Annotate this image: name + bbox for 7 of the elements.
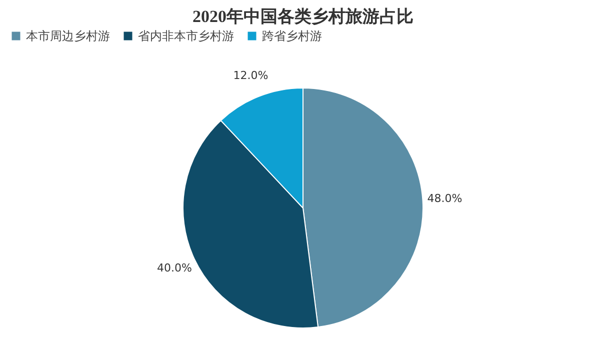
- data-label: 40.0%: [157, 261, 192, 274]
- legend-label: 本市周边乡村游: [26, 29, 110, 43]
- legend-label: 跨省乡村游: [262, 29, 322, 43]
- chart-title: 2020年中国各类乡村旅游占比: [192, 7, 414, 26]
- data-label: 48.0%: [427, 192, 462, 206]
- data-label: 12.0%: [233, 68, 268, 82]
- legend-label: 省内非本市乡村游: [138, 29, 234, 43]
